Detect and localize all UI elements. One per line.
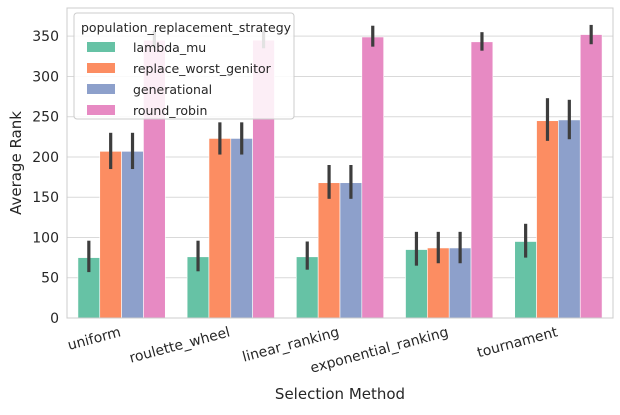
x-tick-labels: uniform roulette_wheel linear_rankingexpon… bbox=[66, 324, 560, 376]
y-axis-label: Average Rank bbox=[7, 111, 25, 215]
legend-swatch-round_robin bbox=[87, 105, 115, 115]
x-tick-label: roulette_wheel bbox=[128, 324, 232, 366]
y-tick-label: 200 bbox=[32, 150, 59, 166]
bar-replace_worst_genitor-linear_ranking bbox=[317, 182, 341, 319]
legend-label-round_robin: round_robin bbox=[133, 103, 207, 118]
legend-box bbox=[73, 12, 295, 120]
plot-frame bbox=[66, 7, 614, 319]
bar-generational-tournament bbox=[558, 119, 581, 319]
y-tick-label: 300 bbox=[32, 69, 59, 85]
bar-generational-roulette_wheel bbox=[230, 138, 253, 319]
bar-generational-uniform bbox=[121, 151, 144, 319]
legend-title: population_replacement_strategy bbox=[81, 20, 292, 35]
y-tick-label: 50 bbox=[41, 271, 59, 287]
y-tick-labels: 0 50 100 150 200 250 300 350 bbox=[32, 29, 59, 327]
x-axis-label: Selection Method bbox=[275, 385, 405, 403]
bar-generational-linear_ranking bbox=[339, 182, 363, 319]
y-tick-label: 0 bbox=[50, 311, 59, 327]
legend-label-generational: generational bbox=[133, 82, 212, 97]
legend-label-lambda_mu: lambda_mu bbox=[133, 40, 206, 55]
bar-round_robin-exponential_ranking bbox=[470, 41, 494, 319]
legend-label-replace_worst_genitor: replace_worst_genitor bbox=[133, 61, 272, 76]
y-tick-label: 250 bbox=[32, 110, 59, 126]
y-tick-label: 100 bbox=[32, 230, 59, 246]
legend-swatch-lambda_mu bbox=[87, 42, 115, 52]
error-bars-group bbox=[87, 24, 593, 273]
bar-replace_worst_genitor-roulette_wheel bbox=[208, 138, 232, 319]
x-tick-label: uniform bbox=[66, 324, 123, 354]
y-tick-label: 350 bbox=[32, 29, 59, 45]
legend-swatch-generational bbox=[87, 84, 115, 94]
bar-replace_worst_genitor-tournament bbox=[536, 120, 559, 319]
bar-replace_worst_genitor-uniform bbox=[99, 151, 122, 319]
y-tick-label: 150 bbox=[32, 190, 59, 206]
bar-round_robin-tournament bbox=[579, 34, 603, 319]
x-tick-label: tournament bbox=[476, 324, 560, 361]
bar-round_robin-linear_ranking bbox=[361, 36, 384, 319]
legend-swatch-replace_worst_genitor bbox=[87, 63, 115, 73]
legend: population_replacement_strategy lambda_m… bbox=[73, 12, 295, 120]
